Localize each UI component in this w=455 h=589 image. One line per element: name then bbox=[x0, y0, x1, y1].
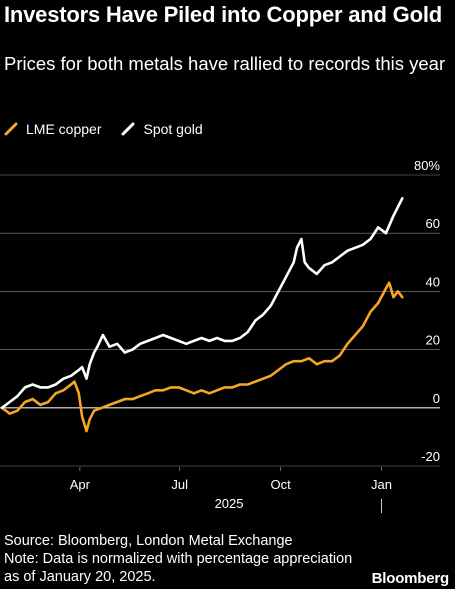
y-tick-label: 40 bbox=[426, 274, 440, 289]
y-tick-label: 60 bbox=[426, 216, 440, 231]
x-tick-label: Apr bbox=[70, 477, 91, 492]
series-line-gold bbox=[0, 197, 404, 410]
legend-swatch-copper bbox=[4, 122, 18, 136]
legend-item-gold: Spot gold bbox=[121, 121, 203, 137]
x-tick-label: Jan bbox=[371, 477, 392, 492]
y-tick-label: -20 bbox=[421, 449, 440, 464]
legend-label-copper: LME copper bbox=[26, 121, 102, 137]
x-tick-label: Oct bbox=[270, 477, 291, 492]
chart-footer: Source: Bloomberg, London Metal Exchange… bbox=[4, 532, 354, 586]
y-tick-label: 0 bbox=[433, 391, 440, 406]
series-line-copper bbox=[0, 281, 404, 433]
line-chart: -20 0 20 40 60 80% Apr Jul Oct Jan 2025 bbox=[0, 158, 440, 513]
bloomberg-logo: Bloomberg bbox=[371, 570, 450, 587]
legend-label-gold: Spot gold bbox=[143, 121, 203, 137]
y-tick-label: 20 bbox=[426, 333, 440, 348]
data-note: Note: Data is normalized with percentage… bbox=[4, 551, 353, 585]
legend: LME copper Spot gold bbox=[4, 119, 223, 139]
chart-subtitle: Prices for both metals have rallied to r… bbox=[4, 53, 446, 74]
chart-title: Investors Have Piled into Copper and Gol… bbox=[4, 2, 442, 27]
x-tick-label: Jul bbox=[171, 477, 188, 492]
y-tick-label: 80% bbox=[414, 158, 440, 173]
legend-swatch-gold bbox=[121, 122, 135, 136]
x-year-label: 2025 bbox=[215, 496, 244, 511]
source-note: Source: Bloomberg, London Metal Exchange bbox=[4, 533, 293, 549]
legend-item-copper: LME copper bbox=[4, 121, 101, 137]
